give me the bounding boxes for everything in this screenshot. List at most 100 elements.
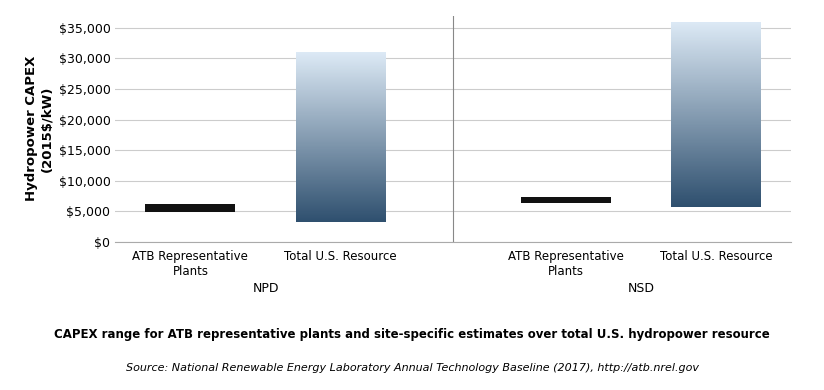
Bar: [296, 171, 386, 172]
Bar: [671, 68, 761, 69]
Bar: [296, 110, 386, 111]
Bar: [671, 149, 761, 150]
Bar: [671, 54, 761, 55]
Bar: [671, 83, 761, 84]
Bar: [671, 125, 761, 126]
Bar: [296, 126, 386, 127]
Bar: [671, 89, 761, 90]
Bar: [296, 116, 386, 117]
Bar: [296, 107, 386, 108]
Bar: [671, 179, 761, 180]
Bar: [671, 110, 761, 111]
Bar: [296, 55, 386, 56]
Bar: [296, 179, 386, 180]
Bar: [296, 109, 386, 110]
Bar: [671, 147, 761, 148]
Bar: [296, 74, 386, 75]
Bar: [671, 87, 761, 88]
Bar: [296, 124, 386, 125]
Bar: [296, 60, 386, 61]
Bar: [296, 69, 386, 70]
Bar: [671, 123, 761, 124]
Bar: [671, 173, 761, 174]
Bar: [296, 57, 386, 58]
Bar: [296, 204, 386, 205]
Bar: [671, 193, 761, 194]
Bar: [296, 193, 386, 194]
Bar: [671, 90, 761, 91]
Bar: [296, 156, 386, 157]
Bar: [296, 219, 386, 220]
Bar: [296, 207, 386, 208]
Bar: [671, 142, 761, 143]
Bar: [296, 199, 386, 200]
Bar: [671, 157, 761, 158]
Bar: [671, 195, 761, 196]
Bar: [296, 187, 386, 188]
Bar: [671, 44, 761, 45]
Bar: [296, 70, 386, 71]
Bar: [296, 92, 386, 93]
Bar: [671, 81, 761, 82]
Bar: [671, 192, 761, 193]
Bar: [671, 103, 761, 104]
Bar: [671, 49, 761, 50]
Bar: [296, 65, 386, 66]
Bar: [671, 102, 761, 103]
Bar: [296, 97, 386, 98]
Bar: [671, 37, 761, 38]
Bar: [671, 144, 761, 145]
Bar: [296, 136, 386, 137]
Bar: [671, 143, 761, 144]
Bar: [296, 142, 386, 143]
Bar: [671, 203, 761, 204]
Bar: [671, 86, 761, 87]
Bar: [296, 161, 386, 162]
Bar: [296, 118, 386, 119]
Bar: [296, 81, 386, 82]
Bar: [671, 93, 761, 94]
Bar: [296, 216, 386, 217]
Bar: [296, 146, 386, 147]
Bar: [671, 116, 761, 117]
Bar: [296, 162, 386, 163]
Bar: [671, 150, 761, 151]
Bar: [296, 72, 386, 73]
Bar: [296, 186, 386, 187]
Bar: [671, 146, 761, 147]
Bar: [296, 155, 386, 156]
Bar: [296, 139, 386, 140]
Bar: [671, 165, 761, 166]
Bar: [671, 198, 761, 199]
Bar: [296, 212, 386, 213]
Bar: [296, 153, 386, 154]
Bar: [671, 74, 761, 75]
Bar: [671, 85, 761, 86]
Bar: [671, 139, 761, 140]
Bar: [671, 24, 761, 25]
Bar: [671, 124, 761, 125]
Bar: [145, 204, 236, 212]
Bar: [671, 61, 761, 62]
Bar: [671, 135, 761, 136]
Bar: [296, 79, 386, 80]
Bar: [296, 82, 386, 83]
Bar: [296, 170, 386, 171]
Bar: [296, 73, 386, 74]
Bar: [671, 31, 761, 32]
Bar: [671, 169, 761, 170]
Bar: [671, 196, 761, 197]
Bar: [296, 191, 386, 192]
Bar: [296, 196, 386, 197]
Bar: [296, 104, 386, 105]
Bar: [671, 92, 761, 93]
Bar: [671, 88, 761, 89]
Bar: [296, 140, 386, 141]
Bar: [296, 210, 386, 211]
Bar: [296, 131, 386, 132]
Bar: [671, 95, 761, 96]
Bar: [296, 167, 386, 168]
Bar: [296, 209, 386, 210]
Bar: [296, 128, 386, 129]
Bar: [671, 60, 761, 61]
